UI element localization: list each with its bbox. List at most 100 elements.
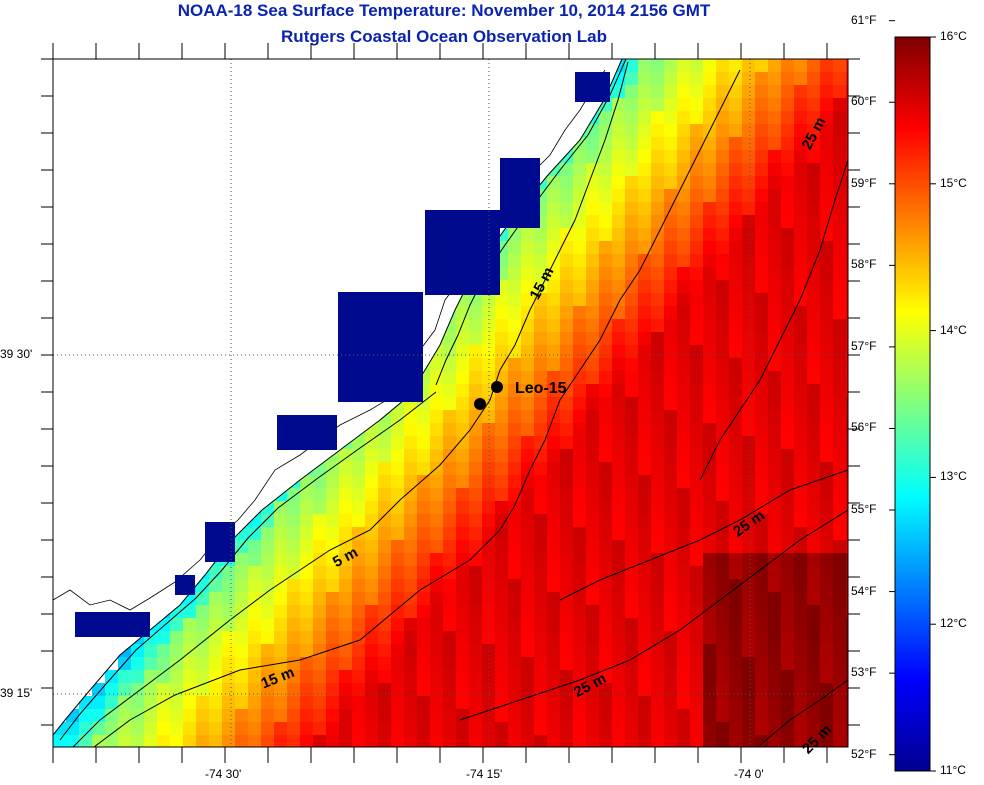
sst-cell [833, 644, 847, 658]
sst-cell [742, 631, 756, 645]
sst-cell [677, 397, 691, 411]
sst-cell [430, 475, 444, 489]
sst-cell [222, 722, 236, 736]
sst-cell [469, 345, 483, 359]
sst-cell [508, 306, 522, 320]
sst-cell [703, 709, 717, 723]
sst-cell [781, 735, 795, 747]
sst-cell [534, 605, 548, 619]
sst-cell [742, 423, 756, 437]
sst-cell [586, 163, 600, 177]
sst-cell [612, 436, 626, 450]
sst-cell [716, 72, 730, 86]
sst-cell [183, 618, 197, 632]
sst-cell [404, 449, 418, 463]
sst-cell [508, 462, 522, 476]
sst-cell [846, 371, 848, 385]
sst-cell [586, 514, 600, 528]
sst-cell [508, 228, 522, 242]
sst-cell [807, 670, 821, 684]
sst-cell [846, 163, 848, 177]
sst-cell [547, 644, 561, 658]
sst-cell [625, 644, 639, 658]
sst-cell [508, 735, 522, 747]
sst-cell [833, 527, 847, 541]
sst-cell [495, 410, 509, 424]
sst-cell [157, 657, 171, 671]
sst-cell [235, 722, 249, 736]
sst-cell [703, 137, 717, 151]
sst-cell [820, 709, 834, 723]
sst-cell [274, 527, 288, 541]
sst-cell [677, 384, 691, 398]
sst-cell [768, 319, 782, 333]
sst-cell [560, 332, 574, 346]
sst-cell [768, 722, 782, 736]
sst-cell [664, 59, 678, 73]
sst-cell [235, 709, 249, 723]
celsius-label: 11°C [940, 763, 966, 777]
sst-cell [833, 449, 847, 463]
sst-cell [768, 631, 782, 645]
sst-cell [469, 579, 483, 593]
sst-cell [833, 228, 847, 242]
sst-cell [651, 657, 665, 671]
sst-cell [391, 410, 405, 424]
sst-cell [482, 332, 496, 346]
sst-cell [612, 228, 626, 242]
sst-cell [768, 644, 782, 658]
sst-cell [742, 501, 756, 515]
sst-cell [794, 657, 808, 671]
sst-cell [430, 618, 444, 632]
sst-cell [690, 319, 704, 333]
sst-cell [456, 735, 470, 747]
sst-cell [703, 488, 717, 502]
sst-cell [209, 566, 223, 580]
sst-cell [807, 592, 821, 606]
sst-cell [612, 605, 626, 619]
sst-cell [534, 241, 548, 255]
sst-cell [313, 540, 327, 554]
sst-cell [534, 384, 548, 398]
sst-cell [794, 384, 808, 398]
sst-cell [261, 579, 275, 593]
sst-cell [820, 137, 834, 151]
sst-cell [794, 111, 808, 125]
sst-cell [833, 735, 847, 747]
sst-cell [729, 397, 743, 411]
sst-cell [573, 176, 587, 190]
sst-cell [677, 332, 691, 346]
sst-cell [768, 358, 782, 372]
sst-cell [846, 657, 848, 671]
sst-cell [248, 618, 262, 632]
lat-tick-label: 39 15' [0, 686, 33, 700]
sst-cell [521, 735, 535, 747]
sst-cell [170, 644, 184, 658]
sst-cell [300, 605, 314, 619]
sst-cell [820, 332, 834, 346]
sst-cell [807, 280, 821, 294]
sst-cell [612, 241, 626, 255]
sst-cell [547, 462, 561, 476]
station-marker-1 [491, 381, 503, 393]
sst-cell [404, 696, 418, 710]
sst-cell [456, 423, 470, 437]
sst-cell [430, 566, 444, 580]
sst-cell [261, 605, 275, 619]
sst-cell [664, 410, 678, 424]
sst-cell [365, 462, 379, 476]
sst-cell [508, 267, 522, 281]
sst-cell [781, 423, 795, 437]
sst-cell [274, 605, 288, 619]
sst-cell [742, 488, 756, 502]
sst-cell [703, 358, 717, 372]
sst-cell [534, 371, 548, 385]
sst-cell [261, 735, 275, 747]
sst-cell [456, 670, 470, 684]
sst-cell [599, 215, 613, 229]
sst-cell [404, 436, 418, 450]
sst-cell [209, 696, 223, 710]
sst-cell [703, 85, 717, 99]
sst-cell [638, 85, 652, 99]
sst-cell [352, 592, 366, 606]
